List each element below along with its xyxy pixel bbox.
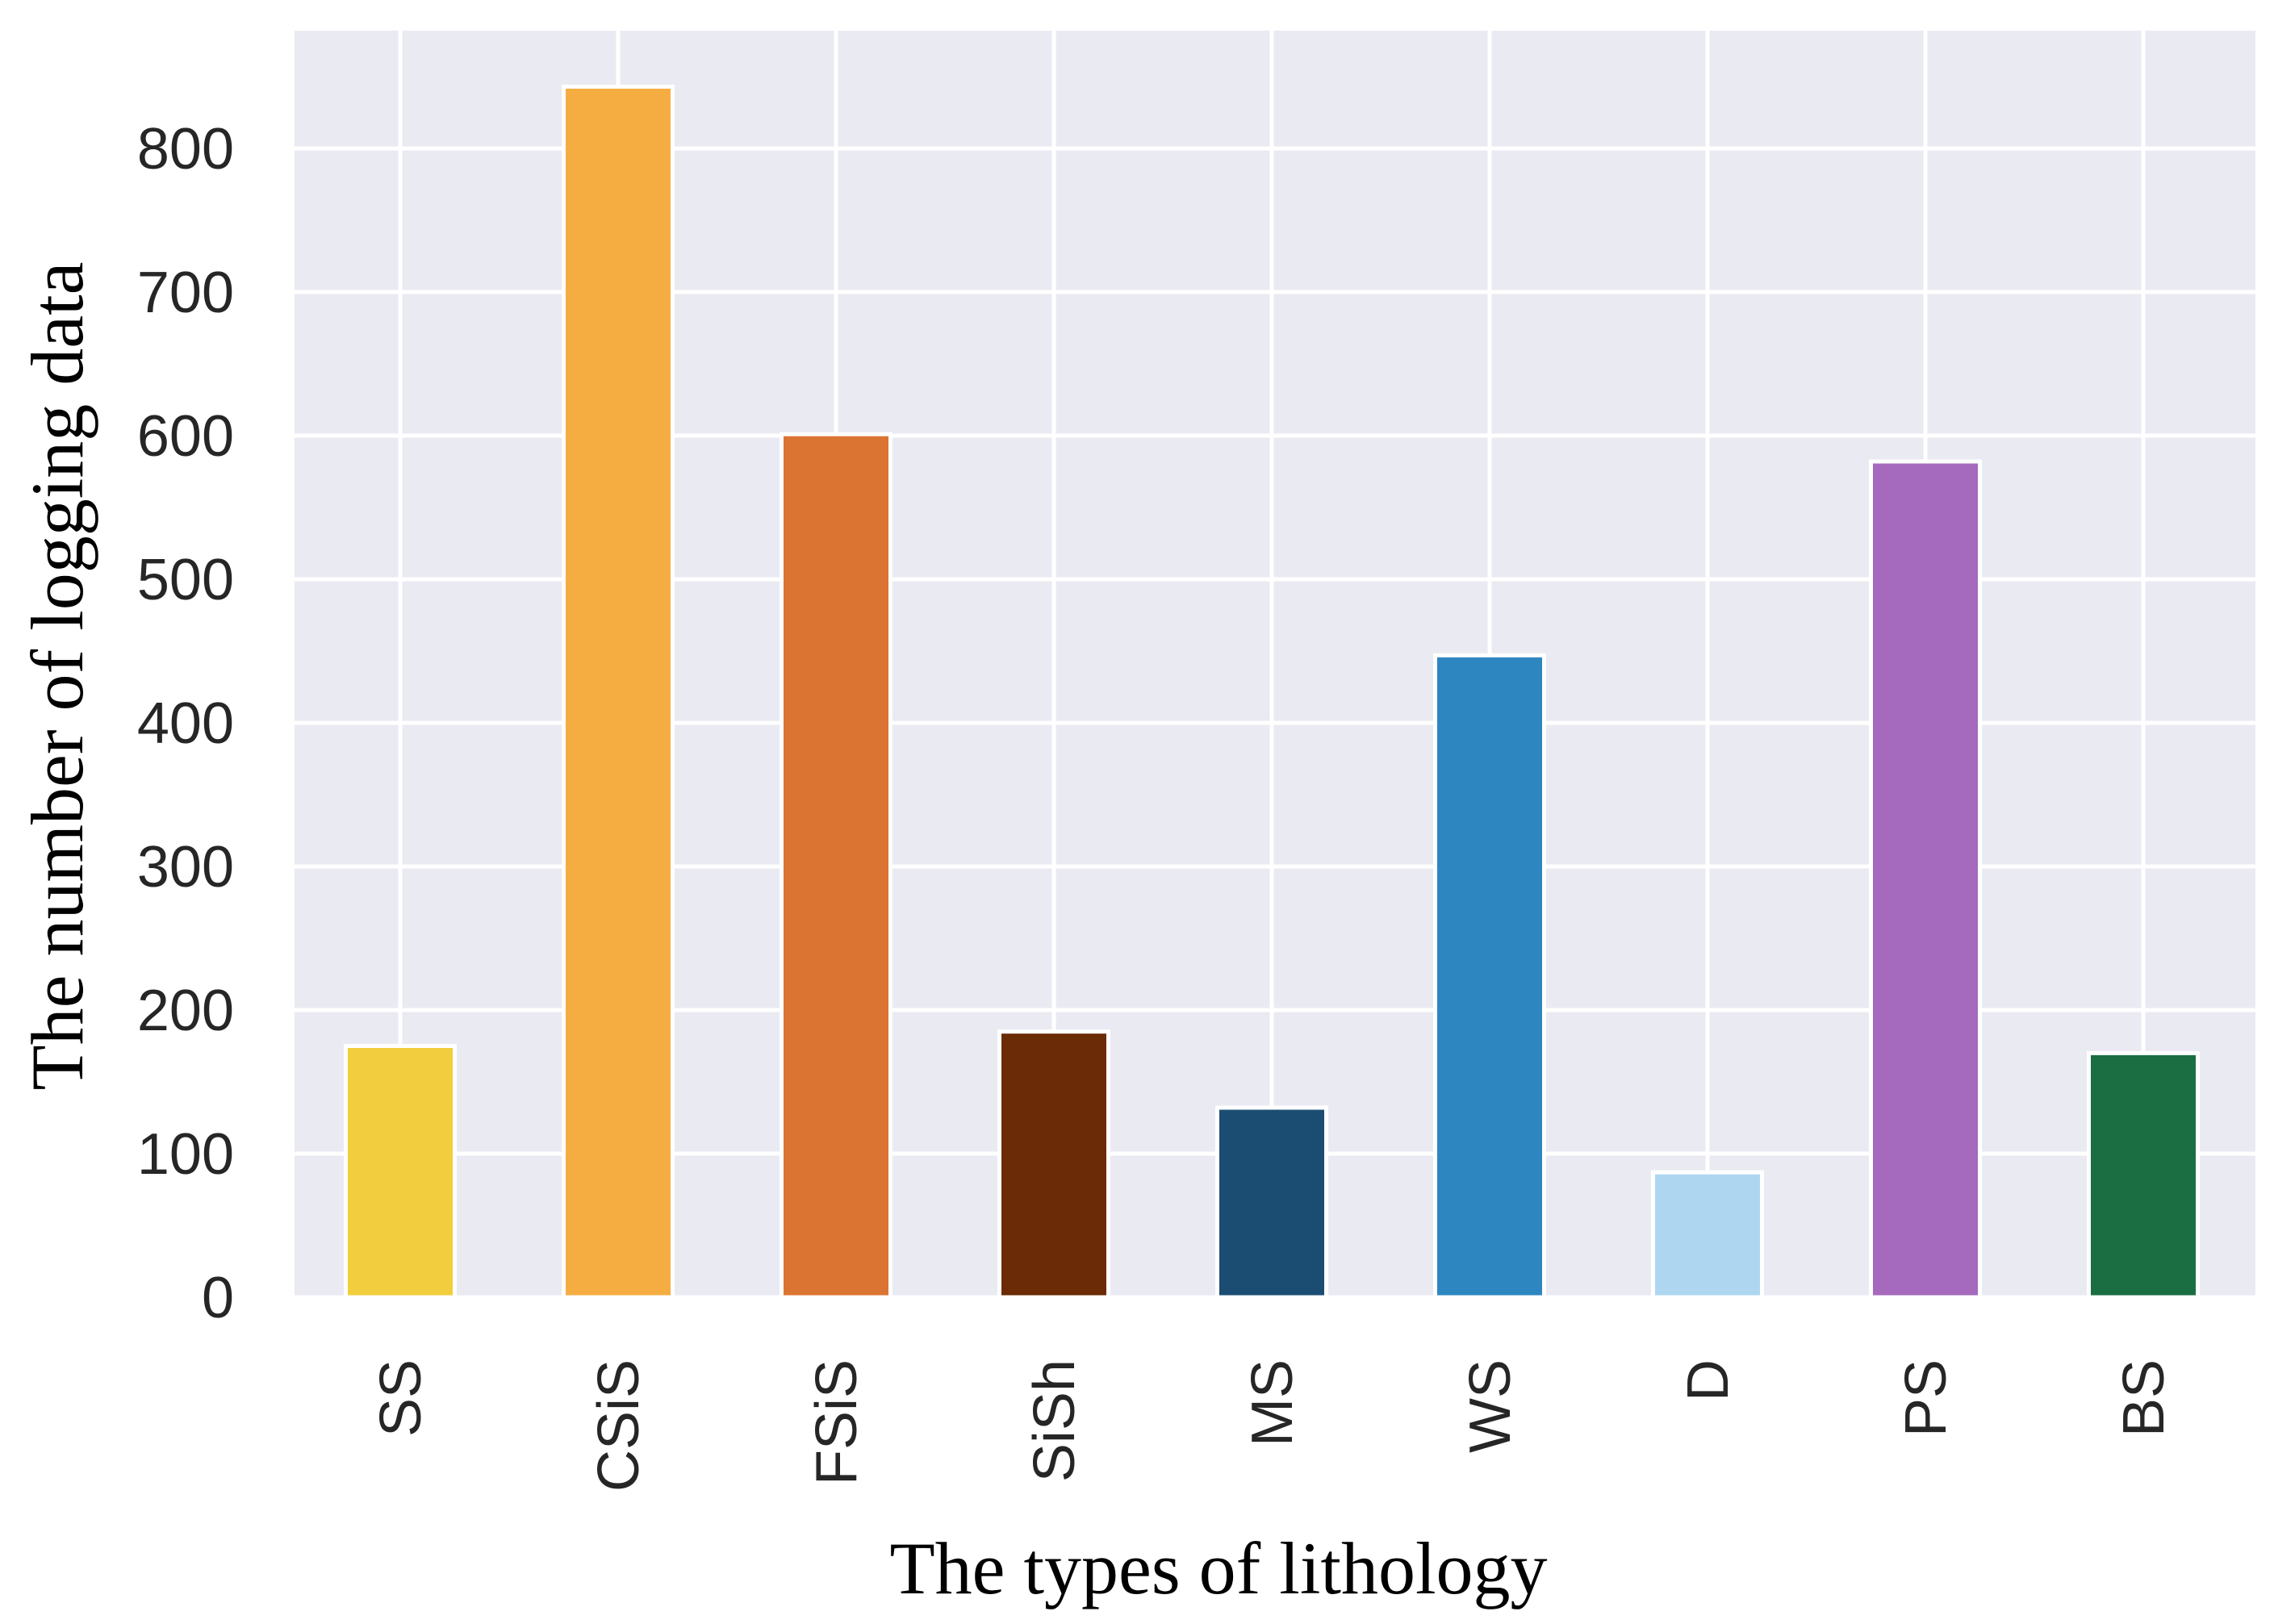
x-tick-label: SS [369,1359,433,1437]
y-tick-label: 100 [137,1122,234,1187]
y-tick-label: 600 [137,404,234,469]
y-tick-label: 200 [137,979,234,1043]
y-tick-label: 300 [137,835,234,900]
y-tick-labels: 0 100 200 300 400 500 600 700 800 [137,117,234,1330]
bars [344,84,2200,1300]
bar-sish [997,1029,1110,1300]
x-tick-label: PS [1894,1359,1958,1437]
bar-ps [1869,459,1982,1300]
x-tick-label: MS [1240,1359,1305,1447]
bar-fsis [780,432,892,1300]
bar-csis [562,84,675,1300]
bar-d [1651,1170,1764,1300]
x-tick-label: WS [1458,1359,1523,1453]
y-tick-label: 0 [202,1266,234,1330]
y-axis-title: The number of logging data [16,261,98,1090]
bar-ss [344,1043,457,1300]
y-tick-label: 400 [137,691,234,756]
y-tick-label: 500 [137,548,234,612]
y-tick-label: 700 [137,261,234,325]
y-tick-label: 800 [137,117,234,182]
x-tick-labels: SS CSiS FSiS SiSh MS WS D PS BS [369,1359,2176,1492]
x-tick-label: BS [2112,1359,2176,1437]
x-tick-label: CSiS [587,1359,651,1492]
x-tick-label: FSiS [805,1359,869,1485]
bar-ms [1215,1105,1328,1300]
x-tick-label: D [1676,1359,1741,1401]
bar-bs [2087,1050,2200,1300]
x-axis-title: The types of lithology [889,1527,1547,1609]
x-tick-label: SiSh [1022,1359,1087,1482]
bar-ws [1433,653,1546,1300]
